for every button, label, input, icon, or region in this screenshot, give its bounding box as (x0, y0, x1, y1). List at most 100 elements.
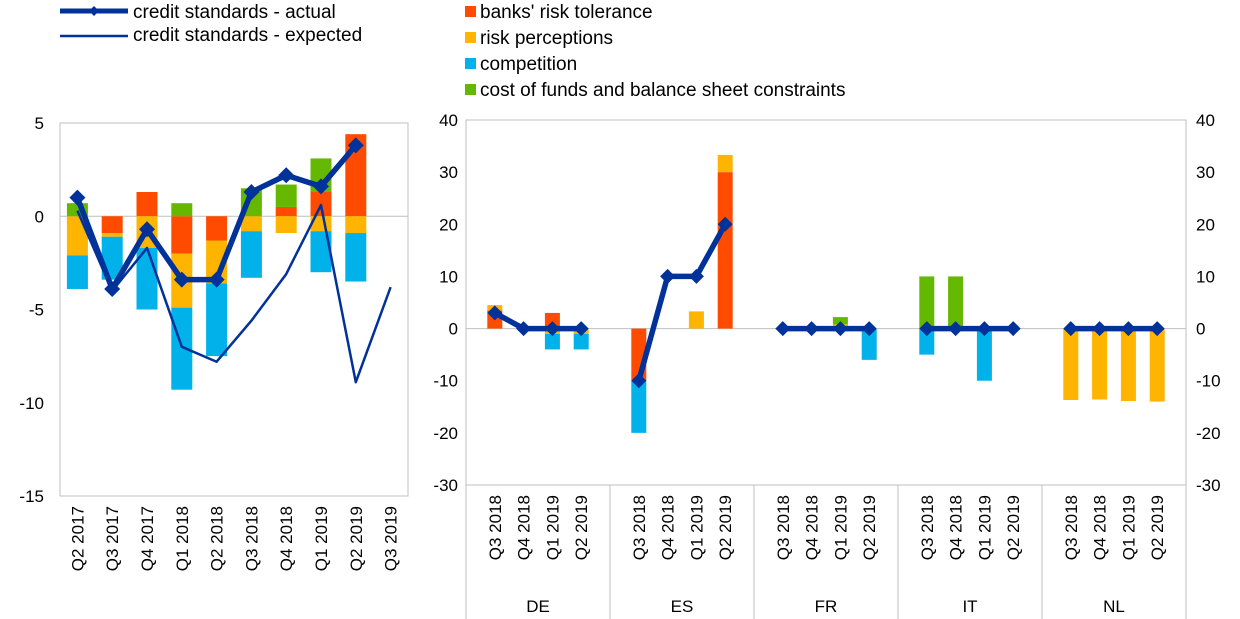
legend-risk-perceptions-swatch (465, 32, 476, 43)
fr-actual-point (775, 321, 791, 337)
right-y-tick-label-right: -30 (1196, 476, 1221, 495)
left-x-tick-label: Q1 2019 (312, 506, 331, 571)
left-expected-line (76, 203, 392, 384)
right-x-tick-label: Q2 2019 (716, 495, 735, 560)
right-x-tick-label: Q4 2018 (659, 495, 678, 560)
right-y-tick-label-left: -10 (433, 372, 458, 391)
it-actual-point (1005, 321, 1021, 337)
left-actual-point (104, 280, 121, 297)
left-q1-2018-banks-risk-tolerance-bar (171, 216, 193, 254)
right-x-tick-label: Q3 2018 (486, 495, 505, 560)
legend-cost-of-funds-swatch (465, 84, 476, 95)
left-y-tick-label: 0 (35, 207, 44, 226)
left-q4-2018-banks-risk-tolerance-bar (275, 206, 297, 217)
nl-q3-2018-risk-perceptions-bar (1063, 328, 1079, 401)
right-x-tick-label: Q1 2019 (687, 495, 706, 560)
right-x-tick-label: Q2 2019 (1148, 495, 1167, 560)
left-x-tick-label: Q2 2019 (347, 506, 366, 571)
country-label-de: DE (526, 597, 550, 616)
right-y-tick-label-right: 0 (1196, 320, 1205, 339)
right-x-tick-label: Q2 2019 (1004, 495, 1023, 560)
left-y-tick-label: 5 (35, 114, 44, 133)
country-label-es: ES (671, 597, 694, 616)
de-q1-2019-competition-bar (544, 333, 560, 350)
nl-q1-2019-risk-perceptions-bar (1120, 328, 1136, 402)
left-q3-2017-risk-perceptions-bar (101, 233, 123, 237)
left-actual-point (173, 271, 190, 288)
left-y-tick-label: -10 (19, 394, 44, 413)
left-q3-2018-competition-bar (240, 231, 262, 278)
left-chart-euro-area: 5 0 -5 -10 -15 Q2 2017 Q3 2017 Q4 2017 Q1 2018 Q2… (19, 114, 409, 571)
legend-risk-perceptions-label: risk perceptions (480, 28, 613, 49)
legend-actual-label: credit standards - actual (133, 2, 336, 23)
right-y-tick-label-left: -20 (433, 424, 458, 443)
right-x-tick-label: Q3 2018 (1062, 495, 1081, 560)
left-x-tick-label: Q3 2018 (242, 506, 261, 571)
right-x-tick-label: Q1 2019 (543, 495, 562, 560)
right-x-tick-label: Q2 2019 (860, 495, 879, 560)
left-actual-point (208, 271, 225, 288)
left-y-tick-label: -15 (19, 487, 44, 506)
left-q1-2018-cost-of-funds-bar (171, 203, 193, 217)
left-x-tick-label: Q4 2018 (277, 506, 296, 571)
right-y-tick-label-right: -10 (1196, 372, 1221, 391)
legend-banks-risk-tolerance-swatch (465, 6, 476, 17)
nl-q2-2019-risk-perceptions-bar (1149, 328, 1165, 402)
right-x-tick-label: Q1 2019 (975, 495, 994, 560)
right-x-tick-label: Q4 2018 (803, 495, 822, 560)
legend-competition-label: competition (480, 54, 577, 75)
right-y-tick-label-left: 0 (449, 320, 458, 339)
nl-q4-2018-risk-perceptions-bar (1092, 328, 1108, 400)
right-x-tick-label: Q3 2018 (918, 495, 937, 560)
it-actual-point (919, 321, 935, 337)
right-x-tick-label: Q4 2018 (515, 495, 534, 560)
left-q2-2019-competition-bar (345, 233, 367, 282)
left-actual-point (139, 221, 155, 238)
left-y-tick-label: -5 (29, 301, 44, 320)
right-y-tick-label-left: -30 (433, 476, 458, 495)
right-y-tick-label-right: 20 (1196, 215, 1215, 234)
left-q2-2017-competition-bar (66, 255, 88, 289)
left-q2-2018-banks-risk-tolerance-bar (206, 216, 228, 241)
it-q1-2019-competition-bar (976, 328, 992, 381)
es-actual-point (688, 268, 704, 284)
left-x-tick-label: Q3 2019 (382, 506, 401, 571)
de-actual-point (573, 321, 589, 337)
right-y-tick-label-left: 30 (439, 163, 458, 182)
fr-actual-point (832, 321, 848, 337)
right-x-tick-label: Q3 2018 (630, 495, 649, 560)
left-actual-point (313, 178, 329, 195)
left-plot-frame (59, 122, 409, 497)
es-actual-point (631, 373, 647, 389)
left-actual-point (243, 184, 260, 201)
left-actual-point (347, 137, 364, 154)
left-x-tick-label: Q4 2017 (138, 506, 157, 571)
de-actual-point (487, 305, 503, 321)
country-label-it: IT (962, 597, 977, 616)
nl-actual-point (1063, 321, 1079, 337)
right-x-tick-label: Q3 2018 (774, 495, 793, 560)
legend-expected-label: credit standards - expected (133, 25, 362, 46)
left-x-tick-label: Q2 2017 (68, 506, 87, 571)
es-actual-point (660, 268, 676, 284)
right-x-tick-label: Q1 2019 (1119, 495, 1138, 560)
de-q1-2019-banks-risk-tolerance-bar (544, 312, 560, 329)
fr-actual-point (804, 321, 820, 337)
de-actual-point (516, 321, 532, 337)
fr-actual-point (861, 321, 877, 337)
de-q2-2019-competition-bar (573, 333, 589, 350)
right-plot-frame (465, 119, 1187, 486)
left-x-tick-label: Q2 2018 (208, 506, 227, 571)
legend-actual-marker (89, 6, 99, 16)
es-q1-2019-risk-perceptions-bar (688, 311, 704, 329)
country-label-fr: FR (815, 597, 838, 616)
it-actual-point (948, 321, 964, 337)
left-q2-2019-risk-perceptions-bar (345, 216, 367, 234)
it-q4-2018-cost-of-funds-bar (948, 276, 964, 329)
right-x-tick-label: Q4 2018 (1091, 495, 1110, 560)
right-y-tick-label-left: 10 (439, 267, 458, 286)
it-q3-2018-competition-bar (919, 328, 935, 355)
right-y-tick-label-left: 20 (439, 215, 458, 234)
es-q2-2019-risk-perceptions-bar (717, 154, 733, 173)
